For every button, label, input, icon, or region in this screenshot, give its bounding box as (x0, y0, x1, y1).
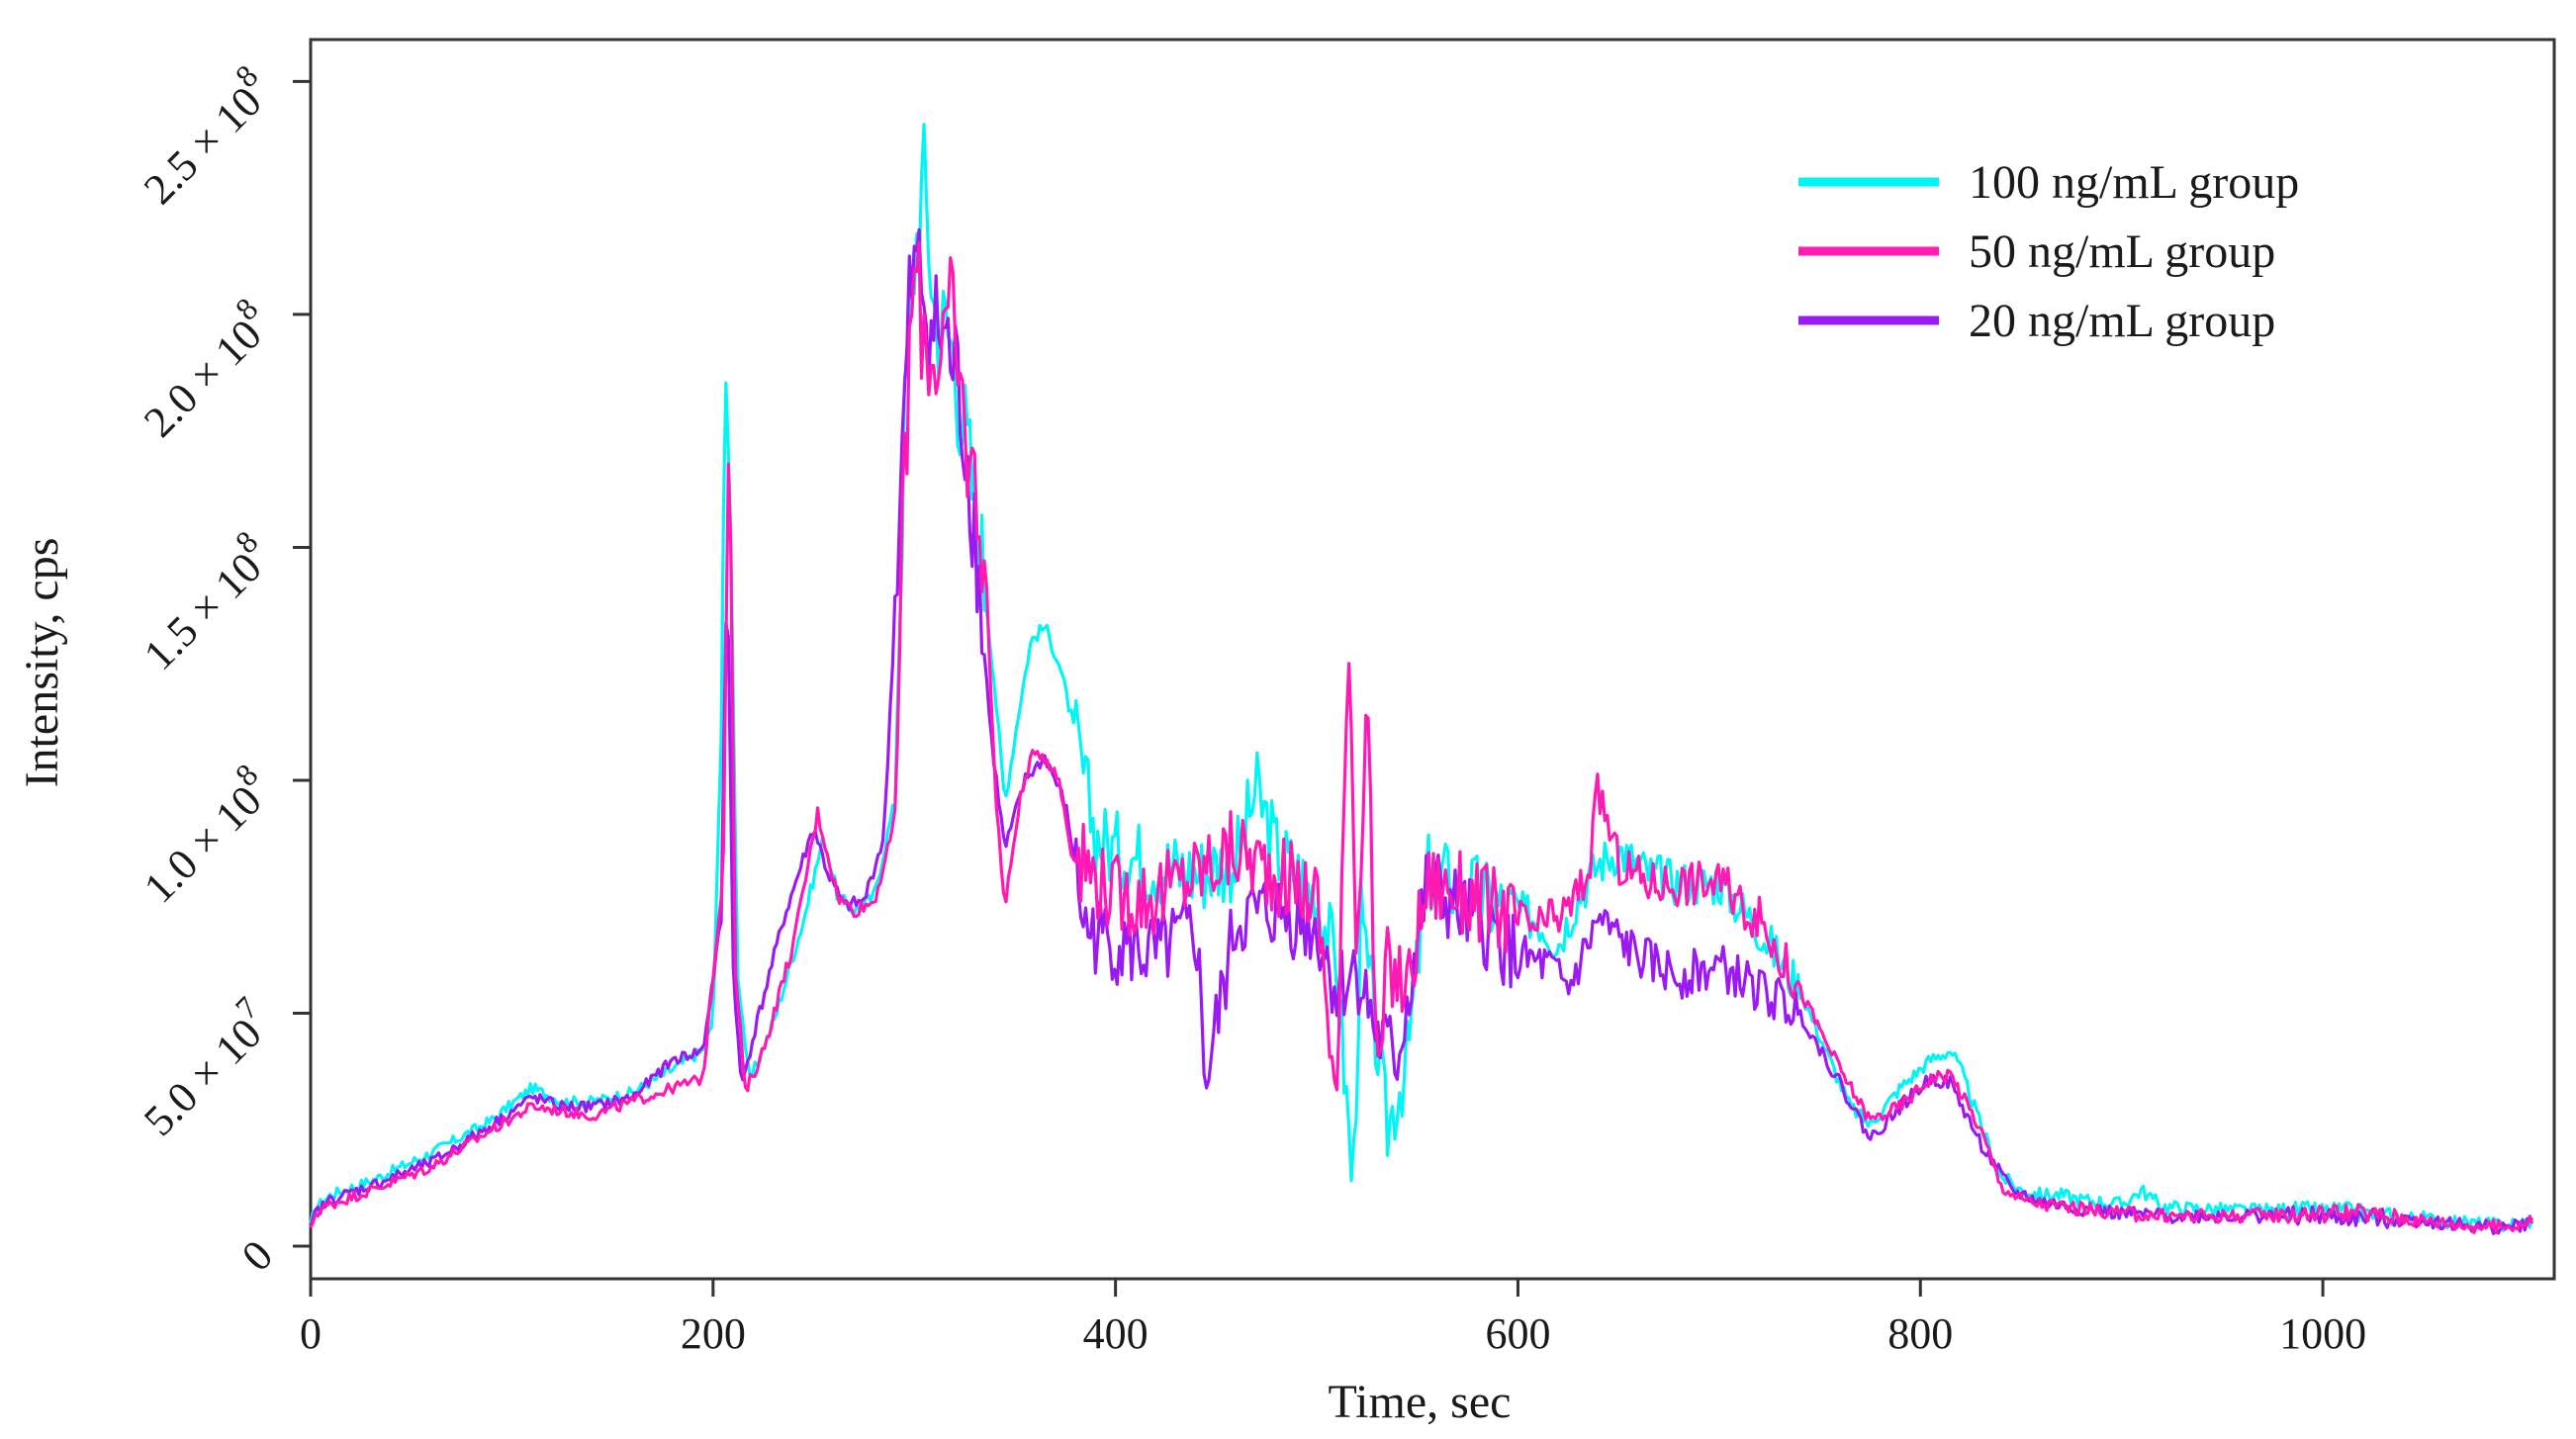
series-line (309, 227, 2533, 1236)
y-tick-mantissa: 5.0 × 10 (135, 1009, 271, 1145)
y-axis-label: Intensity, cps (16, 538, 68, 788)
y-tick-label: 0 (232, 1230, 282, 1280)
x-tick-label: 600 (1485, 1309, 1550, 1358)
x-axis: 0 200 400 600 800 1000 (300, 1279, 2366, 1358)
legend: 100 ng/mL group 50 ng/mL group 20 ng/mL gr… (1798, 156, 2299, 347)
x-tick-label: 0 (300, 1309, 322, 1358)
y-tick-mantissa: 1.0 × 10 (135, 776, 271, 913)
x-tick-label: 400 (1083, 1309, 1149, 1358)
legend-label: 50 ng/mL group (1969, 225, 2275, 278)
y-tick-label: 1.5 × 108 (127, 523, 283, 679)
legend-label: 20 ng/mL group (1969, 295, 2275, 347)
legend-label: 100 ng/mL group (1969, 156, 2299, 209)
y-tick-label: 1.0 × 108 (127, 757, 283, 913)
x-tick-label: 200 (681, 1309, 746, 1358)
x-tick-label: 1000 (2279, 1309, 2366, 1358)
y-tick-label: 2.5 × 108 (127, 57, 283, 214)
y-axis: 0 5.0 × 107 1.0 × 108 1.5 × 108 2.0 × 108 2.5… (127, 57, 311, 1281)
series-line (309, 123, 2534, 1233)
series-layer (309, 123, 2534, 1236)
series-line (309, 240, 2534, 1235)
y-tick-mantissa: 2.5 × 10 (135, 77, 271, 214)
plot-frame (309, 38, 2556, 1281)
y-tick-label: 5.0 × 107 (127, 989, 283, 1145)
y-tick-mantissa: 1.5 × 10 (135, 543, 271, 679)
x-tick-label: 800 (1887, 1309, 1953, 1358)
y-tick-label: 2.0 × 108 (127, 291, 283, 447)
x-axis-label: Time, sec (1329, 1376, 1512, 1428)
y-tick-mantissa: 2.0 × 10 (135, 311, 271, 447)
y-tick-mantissa: 0 (232, 1230, 282, 1280)
